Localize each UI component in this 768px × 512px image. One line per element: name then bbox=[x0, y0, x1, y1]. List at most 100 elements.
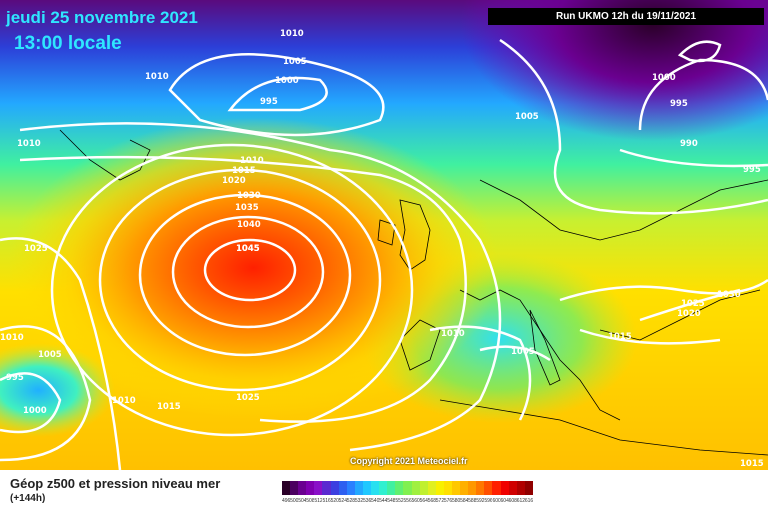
isobar-label: 1030 bbox=[237, 191, 261, 201]
isobar-label: 1010 bbox=[112, 396, 136, 406]
isobar-label: 995 bbox=[260, 97, 278, 107]
isobar-label: 1045 bbox=[236, 244, 260, 254]
scale-label: 556 bbox=[403, 498, 412, 504]
isobar-label: 1015 bbox=[157, 402, 181, 412]
scale-label: 588 bbox=[468, 498, 477, 504]
isobar-label: 1010 bbox=[0, 333, 24, 343]
isobar-label: 1015 bbox=[232, 166, 256, 176]
isobar-label: 1035 bbox=[235, 203, 259, 213]
scale-label: 580 bbox=[451, 498, 461, 504]
scale-swatch bbox=[395, 481, 404, 495]
scale-label: 600 bbox=[492, 498, 501, 504]
isobar-label: 1010 bbox=[441, 329, 465, 339]
isobar-label: 1005 bbox=[38, 350, 62, 360]
scale-swatch bbox=[460, 481, 469, 495]
scale-label: 540 bbox=[371, 498, 380, 504]
scale-swatch bbox=[298, 481, 307, 495]
isobar-label: 1000 bbox=[652, 73, 676, 83]
isobar-label: 1025 bbox=[236, 393, 260, 403]
isobar-label: 1030 bbox=[717, 290, 741, 300]
scale-label: 564 bbox=[419, 498, 428, 504]
scale-swatch bbox=[322, 481, 331, 495]
isobar-label: 1015 bbox=[608, 332, 632, 342]
scale-swatch bbox=[500, 481, 509, 495]
isobar-label: 1010 bbox=[280, 29, 304, 39]
isobar-label: 1010 bbox=[17, 139, 41, 149]
copyright-text: Copyright 2021 Meteociel.fr bbox=[350, 456, 468, 466]
scale-label: 596 bbox=[484, 498, 493, 504]
scale-swatch bbox=[346, 481, 355, 495]
scale-label: 576 bbox=[443, 498, 452, 504]
scale-label: 520 bbox=[330, 498, 339, 504]
scale-label: 552 bbox=[395, 498, 404, 504]
isobar-label: 1025 bbox=[24, 244, 48, 254]
scale-swatch bbox=[354, 481, 363, 495]
scale-swatch bbox=[468, 481, 477, 495]
scale-swatch bbox=[427, 481, 436, 495]
lead-time: (+144h) bbox=[10, 493, 46, 504]
scale-swatch bbox=[371, 481, 380, 495]
scale-swatch bbox=[451, 481, 461, 495]
scale-label: 500 bbox=[290, 498, 299, 504]
scale-label: 544 bbox=[379, 498, 388, 504]
isobar-label: 1005 bbox=[511, 347, 535, 357]
scale-label: 560 bbox=[411, 498, 420, 504]
isobar-label: 1010 bbox=[145, 72, 169, 82]
scale-label: 512 bbox=[314, 498, 323, 504]
scale-swatch bbox=[387, 481, 396, 495]
chart-caption: Géop z500 et pression niveau mer bbox=[10, 476, 221, 491]
scale-label: 568 bbox=[427, 498, 436, 504]
isobar-label: 1005 bbox=[515, 112, 539, 122]
scale-label: 584 bbox=[460, 498, 469, 504]
isobar-label: 1005 bbox=[283, 57, 307, 67]
scale-label: 532 bbox=[354, 498, 363, 504]
color-scale-labels: 496 500 504 508 512 516 520 524 528 532 536 540 544 5… bbox=[282, 498, 533, 504]
forecast-date: jeudi 25 novembre 2021 bbox=[6, 8, 198, 27]
scale-swatch bbox=[290, 481, 299, 495]
color-scale bbox=[282, 481, 533, 495]
isobar-label: 1020 bbox=[222, 176, 246, 186]
isobar-label: 1025 bbox=[681, 299, 705, 309]
scale-label: 496 bbox=[282, 498, 291, 504]
isobar-label: 995 bbox=[670, 99, 688, 109]
high-center-label: 1045 bbox=[236, 244, 260, 254]
scale-swatch bbox=[508, 481, 517, 495]
forecast-time: 13:00 locale bbox=[14, 33, 122, 54]
scale-swatch bbox=[476, 481, 485, 495]
scale-label: 524 bbox=[338, 498, 347, 504]
scale-swatch bbox=[314, 481, 323, 495]
scale-swatch bbox=[443, 481, 452, 495]
isobar-label: 995 bbox=[6, 373, 24, 383]
scale-label: 528 bbox=[346, 498, 355, 504]
scale-swatch bbox=[306, 481, 315, 495]
scale-swatch bbox=[282, 481, 291, 495]
scale-swatch bbox=[338, 481, 347, 495]
scale-swatch bbox=[411, 481, 420, 495]
scale-swatch bbox=[330, 481, 339, 495]
isobar-label: 1010 bbox=[240, 156, 264, 166]
isobar-label: 1020 bbox=[677, 309, 701, 319]
scale-label: 516 bbox=[322, 498, 331, 504]
isobar-label: 990 bbox=[680, 139, 698, 149]
scale-label: 548 bbox=[387, 498, 396, 504]
scale-label: 536 bbox=[362, 498, 372, 504]
scale-label: 572 bbox=[435, 498, 444, 504]
scale-label: 612 bbox=[516, 498, 525, 504]
isobar-label: 1000 bbox=[275, 76, 299, 86]
pressure-map: 1010100510009951010101010051010101510201… bbox=[0, 0, 768, 470]
scale-swatch bbox=[403, 481, 412, 495]
isobar-label: 1015 bbox=[740, 459, 764, 469]
scale-swatch bbox=[419, 481, 428, 495]
scale-swatch bbox=[492, 481, 501, 495]
scale-label: 504 bbox=[298, 498, 307, 504]
scale-label: 592 bbox=[476, 498, 485, 504]
isobar-labels: 1010100510009951010101010051010101510201… bbox=[0, 29, 764, 469]
scale-swatch bbox=[516, 481, 525, 495]
run-info-box: Run UKMO 12h du 19/11/2021 bbox=[488, 8, 764, 25]
isobars bbox=[0, 38, 768, 470]
scale-swatch bbox=[435, 481, 444, 495]
isobar-label: 995 bbox=[743, 165, 761, 175]
isobar-label: 1000 bbox=[23, 406, 47, 416]
isobar-label: 1040 bbox=[237, 220, 261, 230]
